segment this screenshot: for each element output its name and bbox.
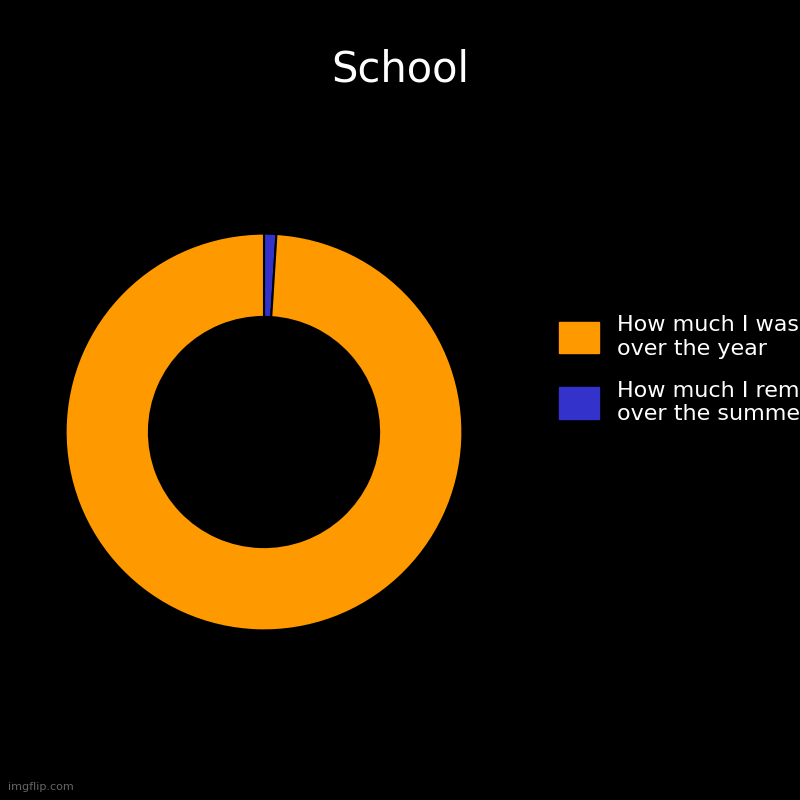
Legend: How much I was taught
over the year, How much I remember
over the summer: How much I was taught over the year, How… [548, 304, 800, 435]
Wedge shape [66, 234, 462, 630]
Text: imgflip.com: imgflip.com [8, 782, 74, 792]
Wedge shape [264, 234, 277, 317]
Text: School: School [331, 48, 469, 90]
